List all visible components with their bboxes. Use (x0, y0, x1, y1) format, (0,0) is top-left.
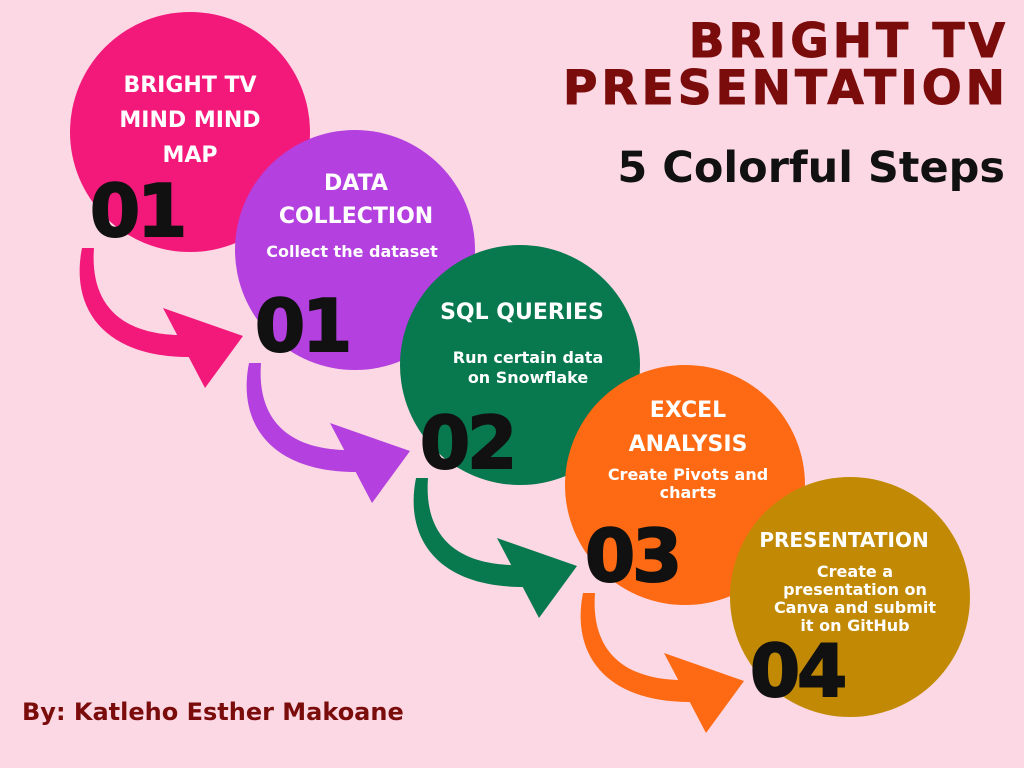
arrow-2 (246, 363, 410, 503)
step-2-description: Collect the dataset (232, 243, 472, 261)
page-subtitle: 5 Colorful Steps (617, 143, 1005, 193)
step-1-title: BRIGHT TV MIND MIND MAP (70, 68, 310, 173)
step-2-description-line: Collect the dataset (266, 242, 438, 261)
step-4-description-line: charts (659, 483, 717, 502)
arrow-4-shaft (580, 593, 693, 703)
step-4-number: 03 (584, 514, 683, 598)
step-4-description: Create Pivots and charts (568, 466, 808, 502)
step-5-description-line: Canva and submit (773, 598, 937, 617)
step-3-description-line: on Snowflake (467, 368, 589, 387)
step-1-circle: BRIGHT TV MIND MIND MAP 01 (70, 12, 310, 252)
step-4-description-line: Create Pivots and (607, 465, 769, 484)
step-5-circle: PRESENTATION Create a presentation on Ca… (730, 477, 970, 717)
arrow-4-head (664, 653, 744, 733)
step-5-description-line: presentation on (783, 580, 927, 599)
arrow-3 (413, 478, 577, 618)
step-3-description-line: Run certain data (452, 348, 604, 367)
step-4-title: EXCEL ANALYSIS (568, 394, 808, 462)
step-5-title: PRESENTATION (724, 525, 964, 555)
step-4-title-line: ANALYSIS (628, 432, 748, 457)
step-2-title-line: DATA (324, 171, 388, 196)
arrow-3-shaft (413, 478, 526, 588)
step-2-number: 01 (254, 284, 353, 368)
step-3-title-line: SQL QUERIES (440, 300, 604, 325)
arrow-3-head (497, 538, 577, 618)
step-2-title: DATA COLLECTION (236, 167, 476, 233)
arrow-2-head (330, 423, 410, 503)
step-5-description-line: it on GitHub (800, 616, 910, 635)
arrow-1-head (163, 308, 243, 388)
step-2-title-line: COLLECTION (278, 204, 434, 229)
step-1-number: 01 (89, 169, 188, 253)
step-1-title-line: MAP (162, 143, 218, 168)
step-1-title-line: BRIGHT TV (123, 73, 257, 98)
arrow-1-shaft (79, 248, 192, 358)
step-5-number: 04 (749, 629, 848, 713)
step-5-description-line: Create a (816, 562, 894, 581)
step-4-title-line: EXCEL (649, 398, 727, 423)
step-3-title: SQL QUERIES (402, 296, 642, 330)
step-3-number: 02 (419, 401, 518, 485)
author-credit: By: Katleho Esther Makoane (22, 698, 404, 726)
page-title: BRIGHT TV PRESENTATION (562, 14, 1009, 116)
step-3-description: Run certain data on Snowflake (408, 348, 648, 388)
page-title-line-2: PRESENTATION (562, 61, 1009, 116)
step-5-description: Create a presentation on Canva and submi… (735, 563, 975, 635)
step-3-circle: SQL QUERIES Run certain data on Snowflak… (400, 245, 640, 485)
page-title-line-1: BRIGHT TV (688, 14, 1009, 69)
step-5-title-line: PRESENTATION (759, 528, 929, 552)
step-1-title-line: MIND MIND (119, 108, 261, 133)
arrow-1 (79, 248, 243, 388)
arrow-4 (580, 593, 744, 733)
arrow-2-shaft (246, 363, 359, 473)
